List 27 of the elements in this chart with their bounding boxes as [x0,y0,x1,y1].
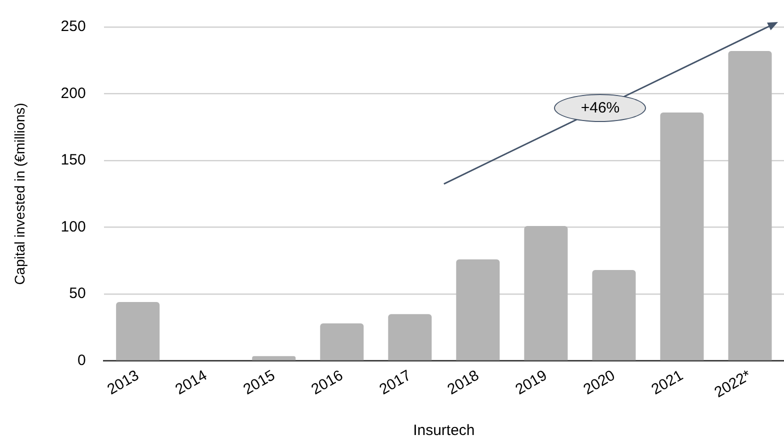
bar [320,323,364,360]
x-tick-label: 2018 [444,366,482,398]
y-tick-label: 100 [60,218,86,236]
x-tick-label: 2015 [240,366,278,398]
x-tick-label: 2017 [376,366,414,398]
y-tick-label: 0 [77,352,86,369]
x-tick-label: 2016 [308,366,346,398]
x-tick-label: 2019 [512,366,550,398]
x-tick-label: 2020 [580,366,618,398]
y-tick-label: 50 [69,285,86,302]
x-tick-label: 2014 [172,366,210,398]
y-tick-label: 150 [60,152,86,169]
x-axis-title: Insurtech [413,422,475,440]
bar [116,302,160,360]
bar [592,270,636,360]
annotation: +46% [580,100,620,117]
bar [660,112,704,360]
y-tick-label: 250 [60,18,86,36]
bar [252,356,296,360]
x-tick-label: 2021 [648,366,686,398]
bar [388,314,432,360]
bar [728,51,772,360]
bar [524,226,568,360]
bar [456,259,500,360]
y-axis-title: Capital invested in (€millions) [11,102,28,285]
x-tick-label: 2013 [104,366,142,398]
y-tick-label: 200 [60,84,86,102]
